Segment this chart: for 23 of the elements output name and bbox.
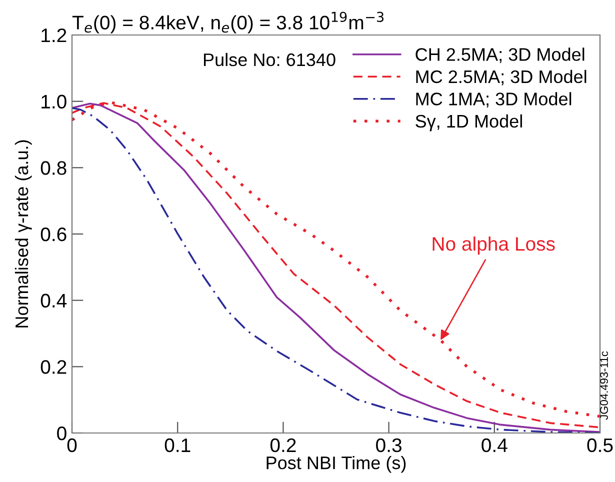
legend-label: CH 2.5MA; 3D Model (416, 48, 584, 64)
x-tick-label: 0.5 (587, 438, 613, 452)
legend-label: MC 2.5MA; 3D Model (416, 70, 586, 86)
x-tick-label: 0.1 (164, 438, 190, 452)
legend-label: Sγ, 1D Model (416, 114, 522, 132)
annotation: Pulse No: 61340 (204, 52, 336, 66)
y-tick-label: 0.4 (40, 294, 67, 308)
y-tick-label: 0 (57, 426, 66, 440)
y-tick-label: 0.6 (40, 227, 66, 242)
y-tick-label: 1.2 (42, 28, 66, 42)
annotation: No alpha Loss (432, 236, 555, 255)
x-tick-label: 0.2 (270, 438, 296, 452)
y-tick-label: 0.8 (40, 161, 66, 175)
y-axis-title: Normalised γ-rate (a.u.) (14, 140, 32, 328)
chart-title: T$_{e}$(0) = 8.4keV, n$_{e}$(0) = 3.8 10$^{19}$m$^{−3}$ (72, 12, 384, 34)
x-axis-title: Post NBI Time (s) (266, 456, 406, 473)
x-tick-label: 0.4 (482, 438, 508, 452)
y-tick-label: 1.0 (42, 94, 66, 109)
y-tick-label: 0.2 (40, 360, 66, 374)
x-tick-label: 0 (67, 438, 77, 452)
x-tick-label: 0.3 (376, 438, 402, 452)
text: JG04.493-11c (600, 351, 608, 420)
legend-label: MC 1MA; 3D Model (416, 92, 572, 108)
